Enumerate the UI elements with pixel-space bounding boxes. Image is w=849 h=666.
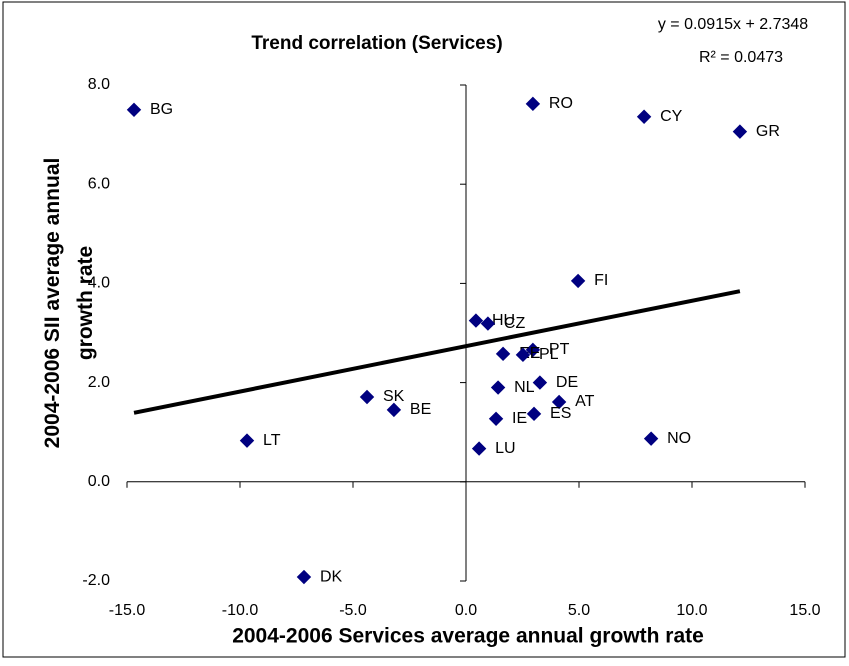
trend-line: [133, 289, 741, 415]
point-label: DK: [320, 568, 343, 585]
point-label: BG: [150, 101, 173, 118]
y-tick-label: 4.0: [88, 275, 110, 292]
data-point: [525, 96, 541, 112]
point-label: BE: [410, 401, 431, 418]
point-label: HU: [492, 312, 515, 329]
y-tick-label: 8.0: [88, 76, 110, 93]
x-tick-label: 15.0: [789, 602, 820, 619]
point-label: GR: [756, 123, 780, 140]
data-point: [551, 394, 567, 410]
y-tick-label: -2.0: [82, 572, 110, 589]
point-label: FI: [594, 272, 608, 289]
point-label: LT: [263, 432, 281, 449]
point-label: ES: [550, 405, 571, 422]
trend-equation: y = 0.0915x + 2.7348: [658, 16, 808, 33]
r-squared: R² = 0.0473: [699, 49, 783, 66]
point-label: LU: [495, 440, 515, 457]
point-label: IE: [512, 410, 527, 427]
data-point: [526, 406, 542, 422]
data-point: [359, 389, 375, 405]
data-point: [386, 402, 402, 418]
data-point: [126, 102, 142, 118]
point-label: PL: [539, 346, 559, 363]
point-label: CZ: [504, 315, 526, 332]
data-point: [525, 342, 541, 358]
data-point: [732, 124, 748, 139]
data-point: [643, 431, 659, 446]
data-point: [480, 316, 496, 331]
data-point: [532, 375, 548, 390]
y-tick-label: 0.0: [88, 473, 110, 490]
data-point: [515, 347, 531, 363]
x-tick-label: -15.0: [109, 602, 146, 619]
data-point: [570, 273, 586, 289]
point-label: NO: [667, 430, 691, 447]
point-label: DE: [556, 374, 578, 391]
data-point: [468, 313, 484, 328]
data-point: [490, 380, 506, 395]
x-tick-label: 5.0: [568, 602, 590, 619]
data-point: [488, 411, 504, 427]
x-tick-label: 0.0: [455, 602, 477, 619]
data-point: [636, 109, 652, 124]
x-tick-label: 10.0: [676, 602, 707, 619]
y-axis-label: 2004-2006 SII average annual growth rate: [41, 157, 97, 449]
x-tick-label: -5.0: [339, 602, 367, 619]
point-label: RO: [549, 95, 573, 112]
point-label: NL: [514, 379, 535, 396]
point-label: AT: [575, 393, 594, 410]
point-label: CY: [660, 108, 683, 125]
data-point: [471, 441, 487, 456]
data-point: [296, 569, 312, 585]
data-point: [239, 433, 255, 448]
x-tick-label: -10.0: [222, 602, 259, 619]
data-point: [495, 346, 511, 362]
point-label: PT: [549, 341, 570, 358]
y-tick-label: 2.0: [88, 374, 110, 391]
chart-title: Trend correlation (Services): [251, 33, 502, 54]
x-axis-label: 2004-2006 Services average annual growth…: [232, 625, 704, 648]
point-label: SK: [383, 388, 405, 405]
y-tick-label: 6.0: [88, 175, 110, 192]
